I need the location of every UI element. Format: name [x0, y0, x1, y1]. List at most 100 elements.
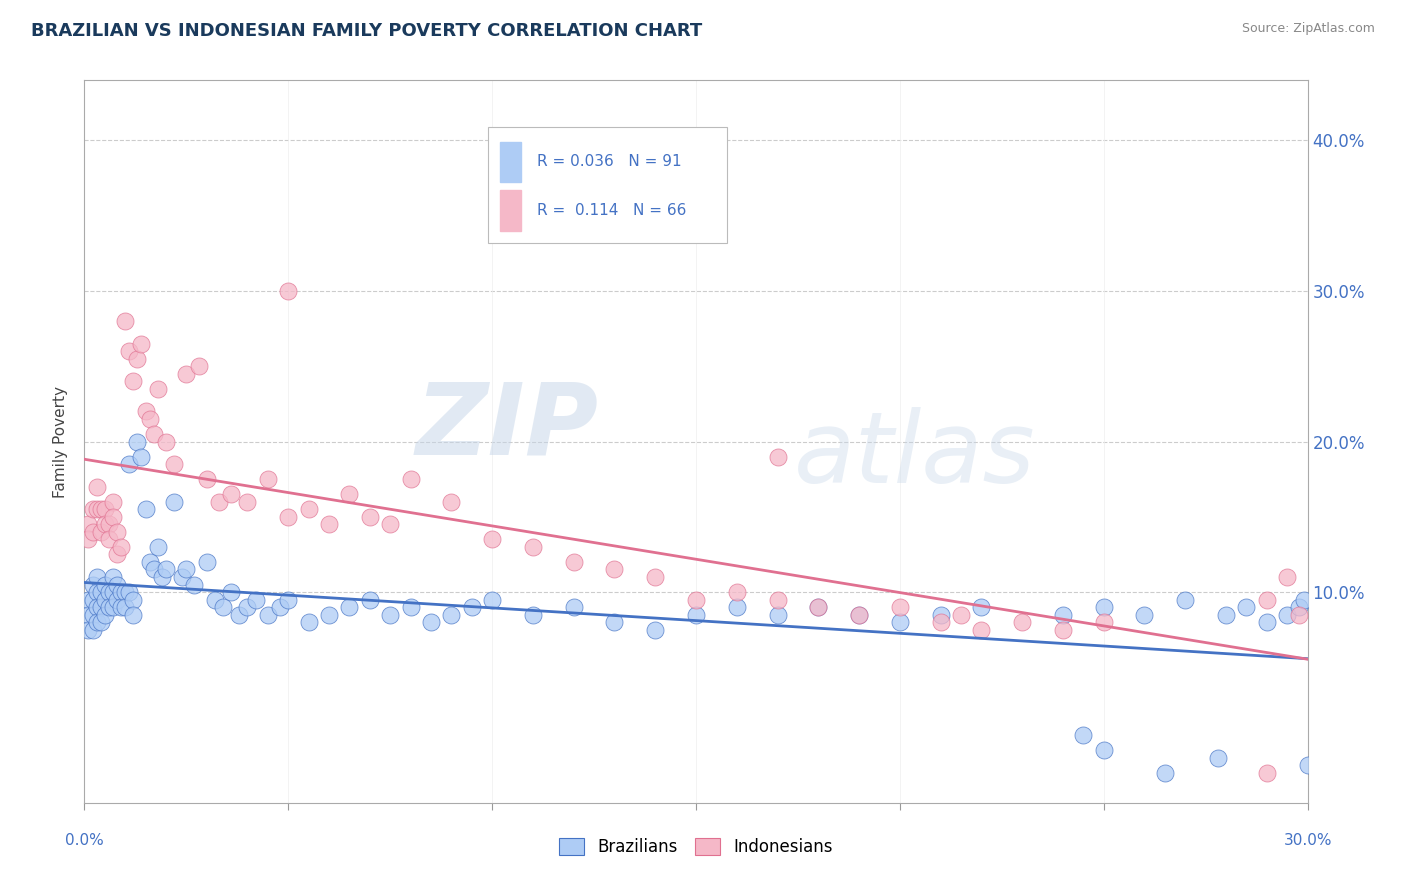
- Point: [461, 600, 484, 615]
- Point: [298, 502, 321, 516]
- Point: [93, 502, 115, 516]
- Point: [725, 600, 748, 615]
- Point: [257, 472, 280, 486]
- Point: [105, 592, 128, 607]
- Point: [1133, 607, 1156, 622]
- Point: [82, 592, 104, 607]
- Point: [93, 577, 115, 591]
- Point: [318, 607, 340, 622]
- Point: [77, 592, 100, 607]
- Point: [318, 517, 340, 532]
- Point: [766, 450, 789, 464]
- Point: [105, 548, 128, 562]
- Point: [807, 600, 830, 615]
- Point: [420, 615, 443, 630]
- Point: [277, 592, 299, 607]
- Point: [122, 374, 145, 388]
- Point: [807, 600, 830, 615]
- Point: [1052, 623, 1074, 637]
- Point: [359, 509, 381, 524]
- Point: [101, 509, 124, 524]
- Point: [146, 382, 169, 396]
- Point: [380, 517, 402, 532]
- Legend: Brazilians, Indonesians: Brazilians, Indonesians: [553, 831, 839, 863]
- Point: [725, 585, 748, 599]
- Point: [77, 607, 100, 622]
- Point: [1052, 607, 1074, 622]
- Point: [929, 607, 952, 622]
- Point: [277, 509, 299, 524]
- Point: [440, 607, 463, 622]
- Point: [228, 607, 250, 622]
- Point: [163, 457, 186, 471]
- Point: [118, 457, 141, 471]
- Point: [1277, 570, 1299, 584]
- Point: [1256, 765, 1278, 780]
- Point: [97, 533, 120, 547]
- Point: [929, 615, 952, 630]
- Point: [380, 607, 402, 622]
- Point: [236, 494, 259, 508]
- Point: [114, 314, 136, 328]
- Point: [1215, 607, 1237, 622]
- Point: [195, 555, 218, 569]
- Point: [110, 600, 132, 615]
- Point: [86, 585, 108, 599]
- Point: [90, 600, 112, 615]
- Point: [114, 585, 136, 599]
- Point: [110, 585, 132, 599]
- Point: [399, 472, 422, 486]
- Text: ZIP: ZIP: [415, 378, 598, 475]
- Point: [90, 524, 112, 539]
- Point: [848, 607, 870, 622]
- Point: [163, 494, 186, 508]
- Point: [82, 502, 104, 516]
- Point: [187, 359, 209, 374]
- Point: [603, 562, 626, 576]
- Point: [86, 615, 108, 630]
- Point: [1236, 600, 1258, 615]
- Point: [101, 570, 124, 584]
- Point: [889, 615, 911, 630]
- Point: [172, 570, 194, 584]
- Point: [82, 623, 104, 637]
- Point: [142, 427, 165, 442]
- Y-axis label: Family Poverty: Family Poverty: [53, 385, 69, 498]
- Point: [204, 592, 226, 607]
- Point: [644, 623, 666, 637]
- Point: [77, 533, 100, 547]
- Point: [603, 615, 626, 630]
- Point: [142, 562, 165, 576]
- Point: [848, 607, 870, 622]
- Point: [212, 600, 235, 615]
- Point: [950, 607, 973, 622]
- Point: [1288, 607, 1310, 622]
- Point: [82, 577, 104, 591]
- Point: [86, 600, 108, 615]
- Point: [118, 344, 141, 359]
- Point: [90, 585, 112, 599]
- Point: [127, 434, 149, 449]
- Point: [97, 585, 120, 599]
- Point: [269, 600, 291, 615]
- Point: [481, 533, 503, 547]
- Point: [114, 600, 136, 615]
- Point: [131, 336, 153, 351]
- Point: [86, 480, 108, 494]
- Point: [110, 540, 132, 554]
- Point: [219, 487, 242, 501]
- Point: [359, 592, 381, 607]
- Point: [138, 412, 160, 426]
- Point: [1073, 728, 1095, 742]
- Point: [82, 607, 104, 622]
- Point: [90, 615, 112, 630]
- Point: [135, 502, 157, 516]
- Point: [685, 592, 707, 607]
- Point: [1011, 615, 1033, 630]
- Point: [277, 284, 299, 298]
- Point: [101, 600, 124, 615]
- Point: [97, 600, 120, 615]
- Point: [481, 592, 503, 607]
- Point: [135, 404, 157, 418]
- Point: [1206, 750, 1229, 764]
